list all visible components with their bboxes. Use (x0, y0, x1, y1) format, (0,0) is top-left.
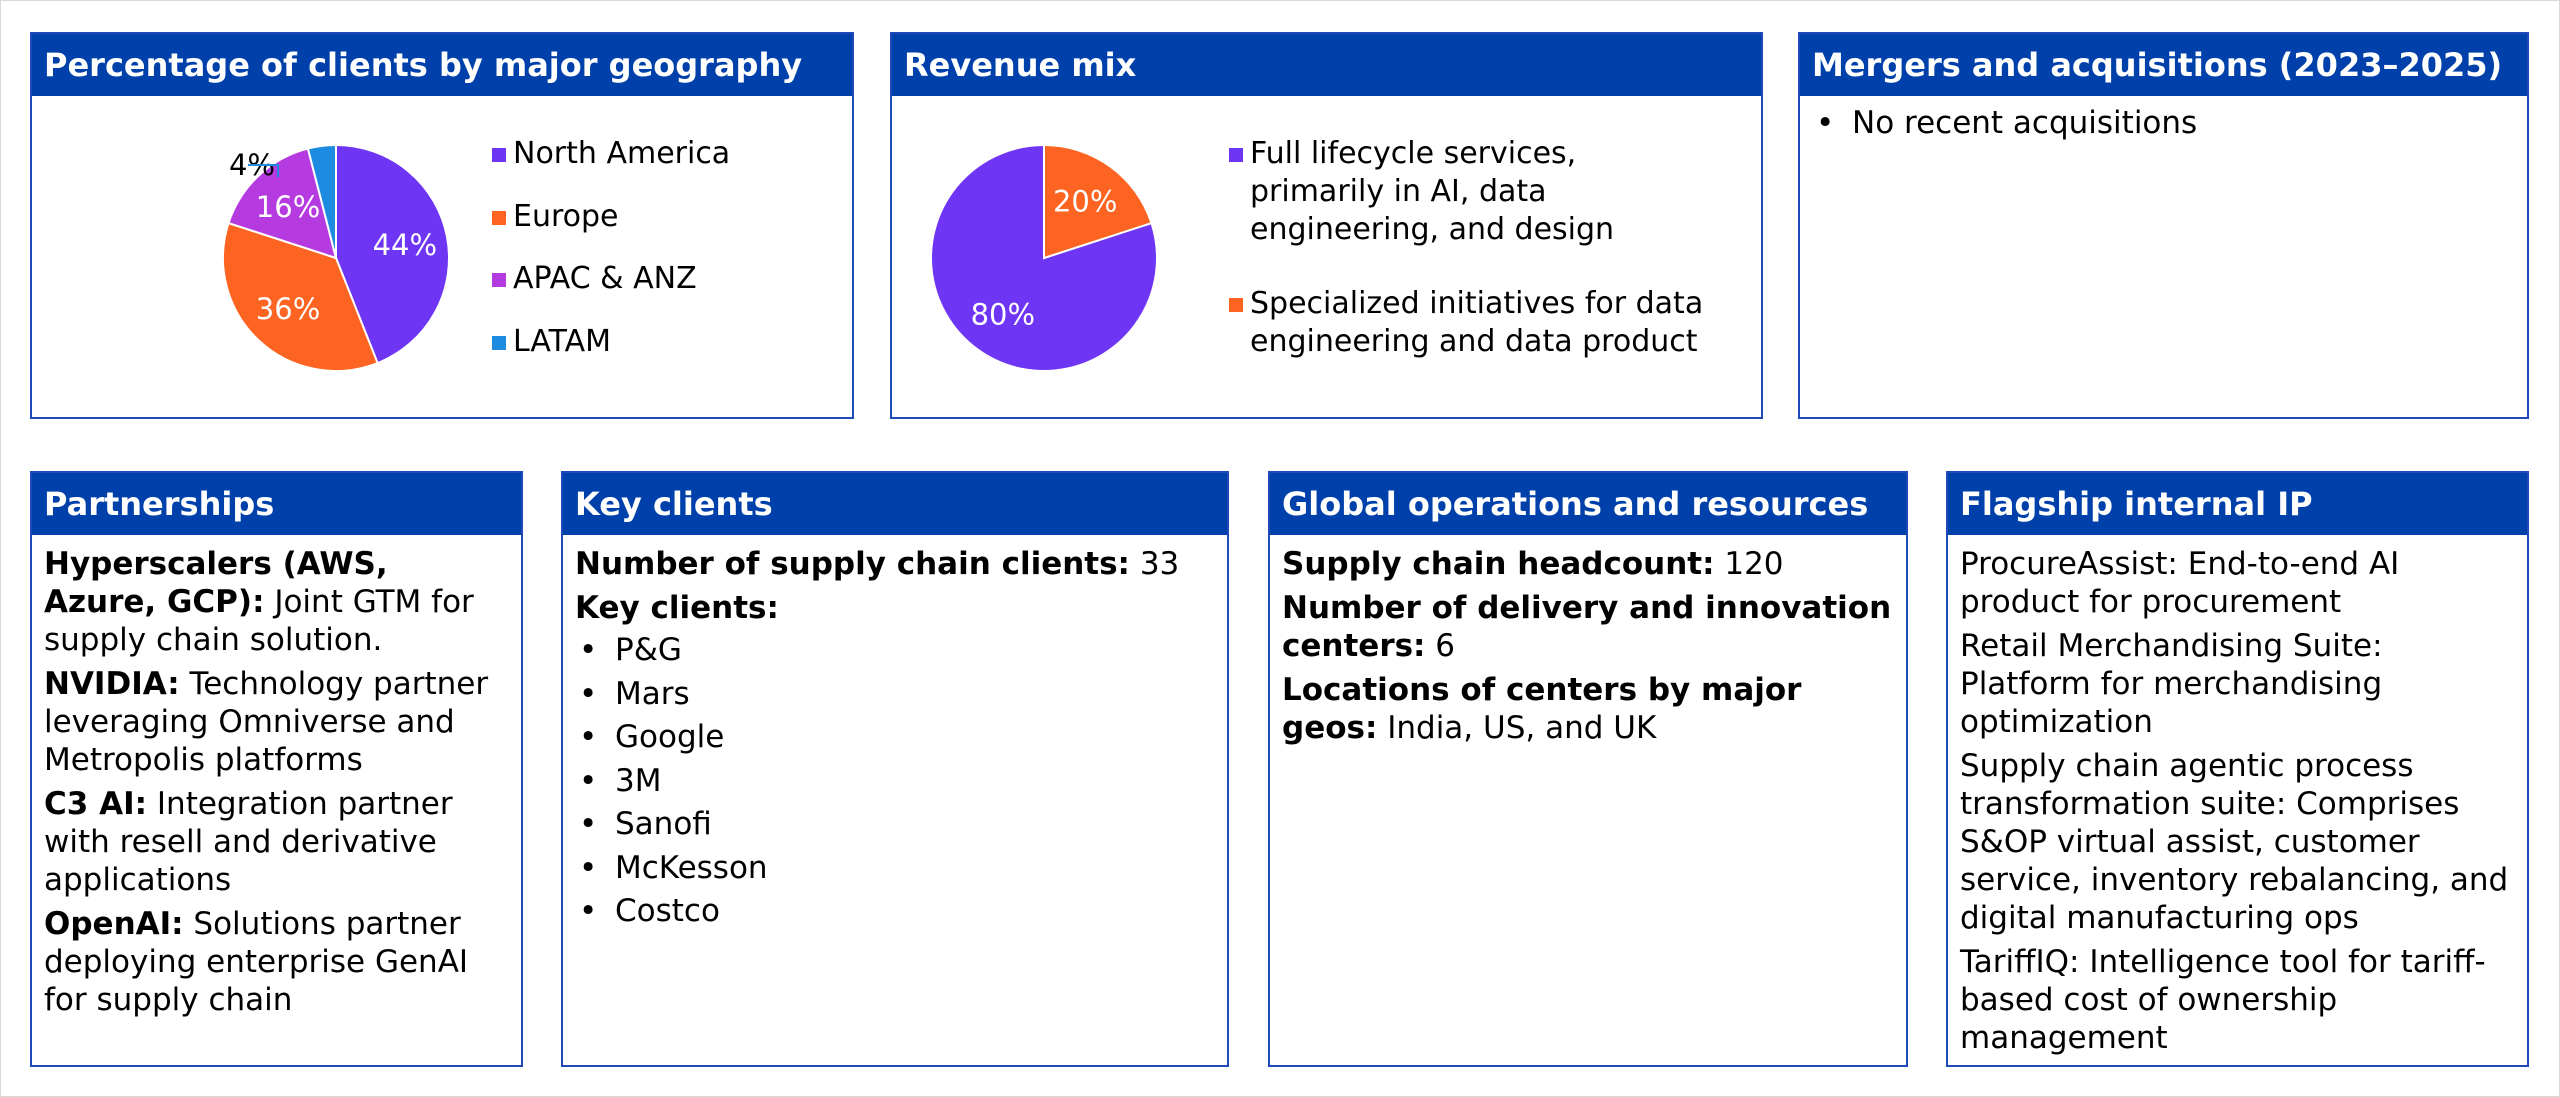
key-clients-title: Key clients (563, 473, 1227, 535)
client-item: Sanofi (575, 803, 1215, 847)
ops-label: Number of delivery and innovation center… (1282, 590, 1892, 664)
client-count-value: 33 (1129, 546, 1180, 582)
key-clients-list: P&G Mars Google 3M Sanofi McKesson Costc… (575, 629, 1215, 934)
key-clients-list-heading: Key clients: (575, 589, 1215, 627)
partnership-item-nvidia: NVIDIA: Technology partner leveraging Om… (44, 665, 509, 779)
legend-line: Specialized initiatives for data (1250, 286, 1704, 321)
supply-chain-client-count: Number of supply chain clients: 33 (575, 545, 1215, 583)
geography-pie-chart: 44%36%16%4% (222, 143, 450, 372)
geography-pie-labels: 44%36%16%4% (229, 148, 437, 326)
pie-slice-full-lifecycle-services-primarily-in-ai-data-engineering-and-design (930, 143, 1158, 372)
legend-label-specialized: Specialized initiatives for data enginee… (1250, 285, 1703, 361)
pie-slice-latam (306, 143, 337, 259)
global-operations-panel: Global operations and resources Supply c… (1268, 471, 1908, 1067)
mergers-acquisitions-list: No recent acquisitions (1812, 104, 2515, 142)
partnership-item-openai: OpenAI: Solutions partner deploying ente… (44, 905, 509, 1019)
revenue-pie-slices (930, 143, 1158, 372)
revenue-pie-chart: 80% 20% (930, 143, 1158, 372)
pie-data-label: 16% (256, 190, 320, 224)
client-item: Mars (575, 673, 1215, 717)
geography-panel: Percentage of clients by major geography… (30, 32, 854, 419)
legend-label-full-lifecycle: Full lifecycle services, primarily in AI… (1250, 135, 1614, 249)
client-item: Google (575, 716, 1215, 760)
partnership-label: Hyperscalers (AWS, Azure, GCP): (44, 546, 388, 620)
global-operations-body: Supply chain headcount: 120 Number of de… (1270, 535, 1906, 1065)
pie-data-label: 80% (971, 298, 1035, 332)
client-item: 3M (575, 760, 1215, 804)
headcount-item: Supply chain headcount: 120 (1282, 545, 1894, 583)
partnership-text: Solutions partner deploying enterprise G… (44, 906, 469, 1018)
partnership-label: C3 AI: (44, 786, 148, 822)
legend-swatch-apac-anz (492, 273, 506, 287)
ops-value: India, US, and UK (1377, 710, 1657, 746)
legend-line: engineering and data product (1250, 324, 1698, 359)
ops-label: Locations of centers by major geos: (1282, 672, 1802, 746)
pie-slice-apac-anz (227, 147, 338, 260)
ip-item: TariffIQ: Intelligence tool for tariff-b… (1960, 944, 2486, 1056)
ip-item: ProcureAssist: End-to-end AI product for… (1960, 546, 2400, 620)
legend-swatch-europe (492, 211, 506, 225)
partnerships-body: Hyperscalers (AWS, Azure, GCP): Joint GT… (32, 535, 521, 1065)
partnerships-title: Partnerships (32, 473, 521, 535)
list-item: No recent acquisitions (1812, 104, 2515, 142)
revenue-mix-panel: Revenue mix 80% 20% Full lifecycle servic… (890, 32, 1763, 419)
ops-value: 6 (1425, 628, 1456, 664)
legend-swatch-specialized (1229, 298, 1243, 312)
client-item: Costco (575, 890, 1215, 934)
pie-data-label: 20% (1053, 184, 1117, 218)
legend-swatch-latam (492, 336, 506, 350)
ops-value: 120 (1714, 546, 1784, 582)
partnership-label: NVIDIA: (44, 666, 180, 702)
partnership-item-c3ai: C3 AI: Integration partner with resell a… (44, 785, 509, 899)
ip-item: Supply chain agentic process transformat… (1960, 748, 2509, 936)
pie-data-label: 36% (256, 292, 320, 326)
flagship-ip-title: Flagship internal IP (1948, 473, 2527, 535)
flagship-ip-panel: Flagship internal IP ProcureAssist: End-… (1946, 471, 2529, 1067)
partnership-text: Joint GTM for supply chain solution. (44, 584, 474, 658)
centers-count-item: Number of delivery and innovation center… (1282, 589, 1894, 665)
legend-label-europe: Europe (513, 199, 619, 234)
legend-label-latam: LATAM (513, 324, 611, 359)
pie-data-label: 44% (373, 228, 437, 262)
partnerships-panel: Partnerships Hyperscalers (AWS, Azure, G… (30, 471, 523, 1067)
mergers-acquisitions-panel: Mergers and acquisitions (2023–2025) No … (1798, 32, 2529, 419)
latam-leader-line (248, 164, 279, 177)
legend-line: primarily in AI, data (1250, 174, 1547, 209)
mergers-acquisitions-body: No recent acquisitions (1800, 96, 2527, 417)
ops-label: Supply chain headcount: (1282, 546, 1715, 582)
client-item: McKesson (575, 847, 1215, 891)
key-clients-label: Key clients: (575, 590, 779, 626)
legend-label-north-america: North America (513, 136, 731, 171)
legend-line: Full lifecycle services, (1250, 136, 1577, 171)
key-clients-panel: Key clients Number of supply chain clien… (561, 471, 1229, 1067)
flagship-ip-body: ProcureAssist: End-to-end AI product for… (1948, 535, 2527, 1065)
global-operations-title: Global operations and resources (1270, 473, 1906, 535)
client-item: P&G (575, 629, 1215, 673)
legend-line: engineering, and design (1250, 212, 1615, 247)
geography-panel-title: Percentage of clients by major geography (32, 34, 852, 96)
partnership-text: Technology partner leveraging Omniverse … (44, 666, 489, 778)
pie-slice-north-america (335, 143, 450, 365)
legend-label-apac-anz: APAC & ANZ (513, 261, 697, 296)
revenue-mix-panel-title: Revenue mix (892, 34, 1761, 96)
pie-slice-specialized-initiatives-for-data-engineering-and-data-product (1043, 143, 1153, 260)
mergers-acquisitions-title: Mergers and acquisitions (2023–2025) (1800, 34, 2527, 96)
center-locations-item: Locations of centers by major geos: Indi… (1282, 671, 1894, 747)
partnership-label: OpenAI: (44, 906, 184, 942)
partnership-text: Integration partner with resell and deri… (44, 786, 453, 898)
pie-slice-europe (222, 221, 379, 372)
geography-pie-slices (222, 143, 450, 372)
partnership-item-hyperscalers: Hyperscalers (AWS, Azure, GCP): Joint GT… (44, 545, 509, 659)
revenue-pie-labels: 80% 20% (971, 184, 1118, 331)
key-clients-body: Number of supply chain clients: 33 Key c… (563, 535, 1227, 1065)
legend-swatch-full-lifecycle (1229, 148, 1243, 162)
client-count-label: Number of supply chain clients: (575, 546, 1130, 582)
ip-item: Retail Merchandising Suite: Platform for… (1960, 628, 2383, 740)
legend-swatch-north-america (492, 148, 506, 162)
